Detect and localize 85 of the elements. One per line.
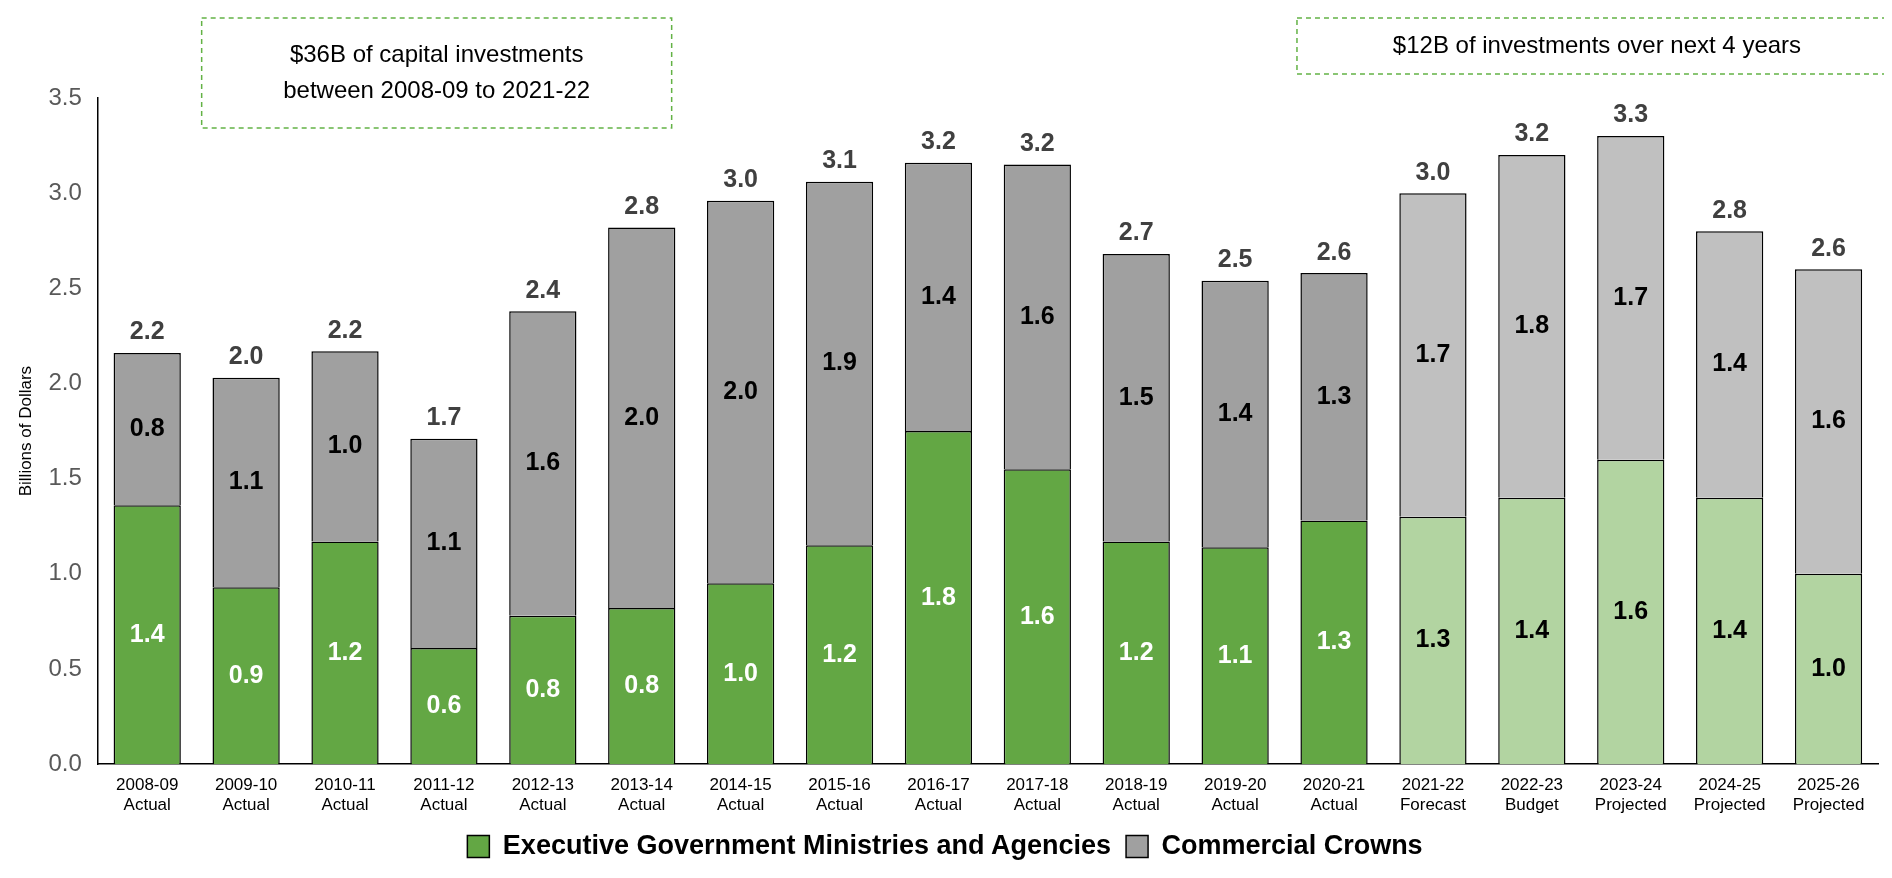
x-tick-label: 2020-21 Actual (1302, 775, 1366, 815)
data-label: 1.4 (1712, 348, 1748, 377)
data-label: 1.1 (426, 527, 462, 556)
y-axis-title: Billions of Dollars (15, 365, 35, 497)
y-tick-label: 1.0 (48, 558, 82, 586)
x-tick-label: 2012-13 Actual (511, 775, 575, 815)
data-label: 2.0 (723, 375, 759, 404)
total-label: 3.0 (723, 164, 759, 193)
x-tick-label: 2023-24 Projected (1594, 775, 1667, 815)
data-label: 2.0 (624, 401, 660, 430)
data-label: 1.6 (1019, 300, 1055, 329)
total-label: 1.7 (426, 402, 462, 431)
total-label: 3.2 (1514, 118, 1550, 147)
x-tick-label: 2011-12 Actual (413, 775, 475, 815)
data-label: 1.7 (1613, 281, 1649, 310)
data-label: 1.1 (1217, 639, 1253, 668)
x-tick-label: 2015-16 Actual (808, 775, 871, 815)
x-tick-label: 2014-15 Actual (709, 775, 772, 815)
data-label: 0.6 (426, 690, 462, 719)
y-tick-label: 3.5 (48, 82, 82, 110)
data-label: 1.7 (1415, 338, 1451, 367)
total-label: 2.2 (327, 314, 363, 343)
legend-label: Commercial Crowns (1161, 829, 1423, 860)
x-tick-label: 2022-23 Budget (1500, 775, 1564, 815)
total-label: 2.0 (228, 341, 264, 370)
data-label: 1.4 (1712, 614, 1748, 643)
total-label: 3.1 (822, 145, 857, 174)
y-tick-label: 3.0 (48, 177, 82, 205)
data-label: 1.0 (1811, 652, 1846, 681)
x-tick-label: 2016-17 Actual (907, 775, 970, 815)
x-tick-label: 2025-26 Projected (1792, 775, 1865, 815)
data-label: 1.9 (822, 347, 857, 376)
data-label: 1.4 (1514, 614, 1550, 643)
x-tick-label: 2021-22 Forecast (1399, 775, 1467, 815)
text: $12B of investments over next 4 years (1392, 30, 1802, 58)
total-label: 2.6 (1316, 236, 1352, 265)
data-label: 1.0 (723, 657, 759, 686)
data-label: 0.9 (228, 659, 264, 688)
data-label: 1.2 (1118, 636, 1154, 665)
x-tick-label: 2017-18 Actual (1006, 775, 1069, 815)
y-tick-label: 2.5 (48, 272, 82, 300)
x-tick-label: 2010-11 Actual (314, 775, 376, 815)
data-label: 1.2 (327, 636, 363, 665)
legend-label: Executive Government Ministries and Agencies (502, 829, 1112, 860)
data-label: 1.8 (921, 581, 956, 610)
data-label: 1.5 (1118, 381, 1154, 410)
total-label: 2.6 (1811, 232, 1846, 261)
y-tick-label: 0.0 (48, 748, 82, 776)
data-label: 1.6 (1811, 405, 1846, 434)
data-label: 1.3 (1316, 626, 1352, 655)
data-label: 1.0 (327, 430, 363, 459)
total-label: 2.2 (129, 316, 165, 345)
y-tick-label: 2.0 (48, 368, 82, 396)
data-label: 1.4 (129, 618, 165, 647)
total-label: 3.0 (1415, 156, 1451, 185)
x-tick-label: 2018-19 Actual (1105, 775, 1168, 815)
data-label: 1.3 (1415, 624, 1451, 653)
x-tick-label: 2024-25 Projected (1693, 775, 1766, 815)
total-label: 2.7 (1118, 217, 1154, 246)
x-tick-label: 2019-20 Actual (1203, 775, 1267, 815)
data-label: 1.2 (822, 638, 857, 667)
data-label: 0.8 (624, 670, 660, 699)
total-label: 2.8 (1712, 194, 1748, 223)
data-label: 1.8 (1514, 310, 1550, 339)
data-label: 1.6 (1613, 595, 1649, 624)
data-label: 1.1 (228, 466, 264, 495)
data-label: 1.6 (1019, 600, 1055, 629)
data-label: 1.4 (921, 280, 956, 309)
data-label: 0.8 (129, 413, 165, 442)
data-label: 0.8 (525, 673, 561, 702)
total-label: 2.8 (624, 190, 660, 219)
total-label: 2.5 (1217, 244, 1253, 273)
y-tick-label: 0.5 (48, 653, 82, 681)
annotation: $36B of capital investments between 2008-09 to 2021-22 (283, 39, 591, 103)
total-label: 2.4 (525, 274, 561, 303)
total-label: 3.3 (1613, 99, 1649, 128)
total-label: 3.2 (921, 126, 956, 155)
x-tick-label: 2013-14 Actual (610, 775, 673, 815)
data-label: 1.3 (1316, 380, 1352, 409)
data-label: 1.4 (1217, 397, 1253, 426)
data-label: 1.6 (525, 447, 561, 476)
total-label: 3.2 (1019, 128, 1055, 157)
x-tick-label: 2009-10 Actual (214, 775, 278, 815)
x-tick-label: 2008-09 Actual (116, 775, 179, 815)
y-tick-label: 1.5 (48, 463, 82, 491)
